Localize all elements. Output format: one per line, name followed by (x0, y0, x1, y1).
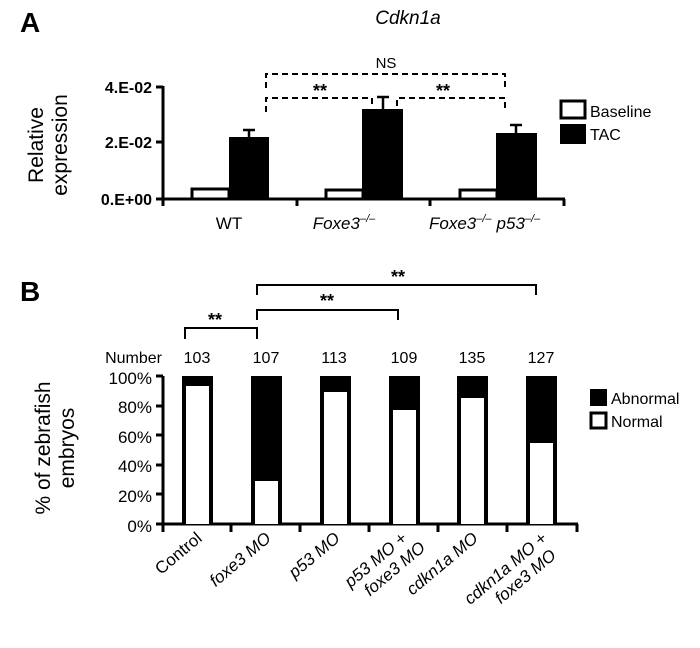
xlabel-foxe3-mo: foxe3 MO (206, 529, 275, 591)
legend-tac-swatch (560, 124, 586, 144)
ytick-100pct: 100% (109, 369, 152, 388)
legend-abnormal-label: Abnormal (611, 391, 679, 408)
bar-cdkn1a-foxe3-mo (526, 376, 557, 524)
panel-a: A Cdkn1a Relative expression 0.E+00 2.E-… (20, 7, 651, 233)
ytick-60pct: 60% (118, 428, 152, 447)
number-cdkn1a-foxe3: 127 (528, 350, 555, 367)
number-cdkn1a: 135 (459, 350, 486, 367)
number-label: Number (105, 350, 163, 367)
bar-p53-foxe3-mo (389, 376, 420, 524)
panel-b-label: B (20, 276, 40, 307)
panel-a-ylabel: Relative expression (25, 94, 72, 196)
xlabel-control: Control (151, 529, 205, 579)
bar-wt-baseline (190, 187, 231, 201)
bar-wt-tac (229, 137, 269, 199)
panel-b-ylabel: % of zebrafish embryos (32, 381, 79, 514)
panel-b-xlabels: Control foxe3 MO p53 MO p53 MO + foxe3 M… (151, 528, 559, 608)
svg-text:embryos: embryos (56, 408, 79, 489)
legend-baseline-swatch (559, 99, 587, 120)
number-p53: 113 (321, 350, 347, 367)
annotation-sig-foxe3-p53: ** (436, 81, 450, 101)
bar-foxe3-p53-baseline (458, 188, 499, 201)
panel-b-brackets (184, 284, 537, 339)
svg-text:Relative: Relative (25, 107, 48, 183)
ytick-40pct: 40% (118, 457, 152, 476)
errorbar-foxe3-p53-tac (510, 123, 522, 133)
number-p53-foxe3: 109 (391, 350, 418, 367)
errorbar-wt-tac (243, 128, 255, 137)
legend-normal-swatch (589, 411, 608, 430)
bar-foxe3-mo (251, 376, 282, 524)
legend-tac-label: TAC (590, 127, 621, 144)
annotation-sig-control-foxe3: ** (208, 310, 222, 330)
ytick-2e-2: 2.E-02 (105, 135, 152, 152)
xlabel-foxe3-p53: Foxe3–/– p53–/– (429, 213, 541, 233)
annotation-sig-wt-foxe3: ** (313, 81, 327, 101)
panel-a-brackets (265, 73, 506, 112)
bar-p53-mo (320, 376, 351, 524)
bar-cdkn1a-mo (457, 376, 488, 524)
errorbar-foxe3-tac (377, 95, 389, 109)
legend-abnormal-swatch (590, 389, 607, 406)
number-control: 103 (184, 350, 211, 367)
panel-b: B % of zebrafish embryos Number 103 107 … (20, 267, 679, 608)
ytick-0: 0.E+00 (101, 192, 152, 209)
bar-foxe3-baseline (324, 188, 365, 201)
ytick-0pct: 0% (127, 517, 152, 536)
ytick-4e-2: 4.E-02 (105, 80, 152, 97)
annotation-ns: NS (376, 55, 397, 72)
xlabel-foxe3: Foxe3–/– (313, 213, 376, 233)
annotation-sig-foxe3-p53foxe3: ** (320, 291, 334, 311)
panel-a-title: Cdkn1a (375, 8, 441, 29)
svg-text:% of zebrafish: % of zebrafish (32, 381, 55, 514)
ytick-80pct: 80% (118, 398, 152, 417)
svg-text:expression: expression (49, 94, 72, 196)
ytick-20pct: 20% (118, 487, 152, 506)
bar-foxe3-p53-tac (496, 133, 537, 199)
legend-baseline-label: Baseline (590, 104, 651, 121)
legend-normal-label: Normal (611, 414, 663, 431)
bar-control (182, 376, 213, 524)
annotation-sig-foxe3-cdkn1afoxe3: ** (391, 267, 405, 287)
bar-foxe3-tac (362, 109, 403, 199)
panel-b-axes (156, 374, 579, 532)
xlabel-p53-mo: p53 MO (284, 529, 343, 583)
xlabel-wt: WT (216, 214, 242, 233)
panel-a-label: A (20, 7, 40, 38)
number-foxe3: 107 (253, 350, 280, 367)
